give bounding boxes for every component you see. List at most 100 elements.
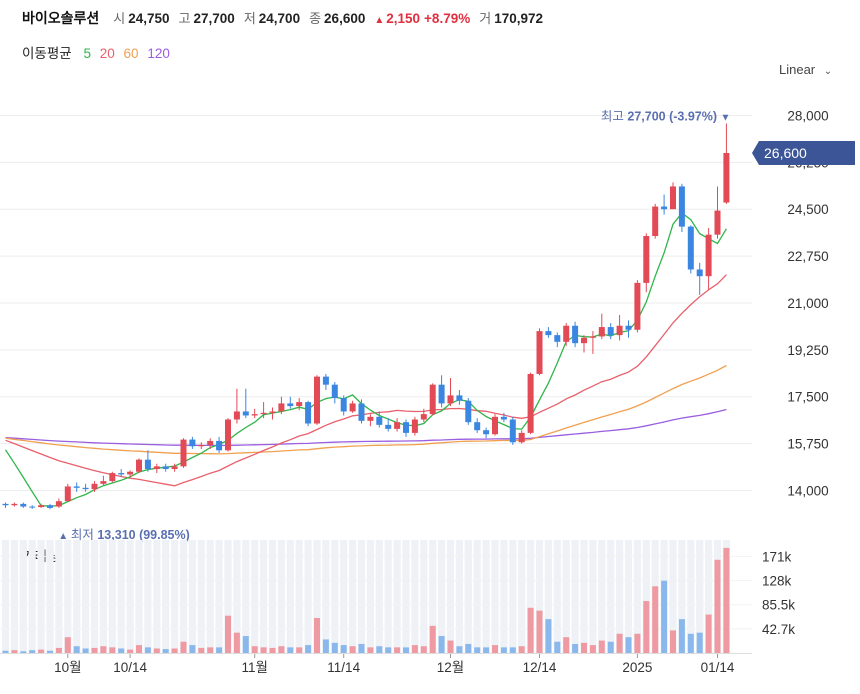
volume-bar[interactable] <box>696 632 703 653</box>
volume-bar[interactable] <box>376 646 383 653</box>
volume-bar[interactable] <box>438 636 445 653</box>
volume-bar[interactable] <box>403 647 409 653</box>
candle[interactable] <box>456 390 463 405</box>
candle[interactable] <box>216 436 223 453</box>
candle[interactable] <box>438 375 445 408</box>
candle[interactable] <box>198 442 205 449</box>
volume-bar[interactable] <box>598 640 605 653</box>
candle[interactable] <box>278 396 285 415</box>
volume-bar[interactable] <box>349 646 356 653</box>
ma-20-label[interactable]: 20 <box>99 46 115 61</box>
volume-bar[interactable] <box>233 632 240 653</box>
volume-bar[interactable] <box>2 650 9 653</box>
candle[interactable] <box>144 450 151 472</box>
candle[interactable] <box>109 471 116 483</box>
candle[interactable] <box>376 411 383 428</box>
candle[interactable] <box>634 280 641 333</box>
candle[interactable] <box>322 373 329 391</box>
volume-bar[interactable] <box>536 610 543 653</box>
volume-bar[interactable] <box>331 642 338 653</box>
volume-bar[interactable] <box>153 648 160 653</box>
volume-bar[interactable] <box>29 650 36 653</box>
volume-bar[interactable] <box>500 647 507 653</box>
volume-bar[interactable] <box>518 646 525 653</box>
volume-bar[interactable] <box>340 645 347 653</box>
candle[interactable] <box>233 388 240 424</box>
candle[interactable] <box>545 327 552 338</box>
candle[interactable] <box>403 419 409 437</box>
candle[interactable] <box>696 262 703 295</box>
candle[interactable] <box>162 463 169 472</box>
candle[interactable] <box>625 320 632 338</box>
volume-bar[interactable] <box>474 647 481 653</box>
candle[interactable] <box>367 414 374 427</box>
candle[interactable] <box>411 416 418 436</box>
volume-bar[interactable] <box>723 547 730 653</box>
volume-bar[interactable] <box>572 643 579 653</box>
volume-bar[interactable] <box>109 647 116 653</box>
candle[interactable] <box>64 483 71 502</box>
volume-bar[interactable] <box>670 630 676 653</box>
candle[interactable] <box>153 463 160 474</box>
volume-bar[interactable] <box>643 601 650 653</box>
volume-bar[interactable] <box>394 647 401 653</box>
ma-60-label[interactable]: 60 <box>123 46 139 61</box>
candle[interactable] <box>358 399 365 424</box>
volume-bar[interactable] <box>47 650 53 653</box>
volume-bar[interactable] <box>322 639 329 653</box>
candle[interactable] <box>2 502 9 508</box>
candle[interactable] <box>225 418 231 452</box>
volume-bar[interactable] <box>465 643 472 653</box>
volume-bar[interactable] <box>705 614 712 653</box>
volume-bar[interactable] <box>554 641 561 653</box>
candle[interactable] <box>296 398 303 411</box>
volume-bar[interactable] <box>545 619 552 653</box>
volume-bar[interactable] <box>483 647 490 653</box>
volume-bar[interactable] <box>118 648 125 653</box>
volume-bar[interactable] <box>136 645 142 653</box>
candle[interactable] <box>723 123 730 204</box>
volume-bar[interactable] <box>225 615 231 653</box>
volume-bar[interactable] <box>411 645 418 653</box>
candle[interactable] <box>260 402 267 419</box>
volume-bar[interactable] <box>242 636 249 653</box>
volume-bar[interactable] <box>251 646 258 653</box>
volume-bar[interactable] <box>563 637 570 653</box>
volume-bar[interactable] <box>589 645 596 653</box>
candle[interactable] <box>269 407 276 420</box>
candle[interactable] <box>29 505 36 509</box>
volume-bar[interactable] <box>509 647 516 653</box>
volume-bar[interactable] <box>73 646 80 653</box>
candle[interactable] <box>554 332 561 348</box>
candle[interactable] <box>385 418 392 432</box>
volume-bar[interactable] <box>385 647 392 653</box>
candle[interactable] <box>11 502 18 507</box>
candle[interactable] <box>171 463 178 472</box>
volume-bar[interactable] <box>314 617 320 653</box>
candle[interactable] <box>118 469 125 478</box>
volume-bar[interactable] <box>625 637 632 653</box>
volume-bar[interactable] <box>144 647 151 653</box>
volume-bar[interactable] <box>607 641 614 653</box>
candle[interactable] <box>340 395 347 416</box>
volume-bar[interactable] <box>269 647 276 653</box>
candle[interactable] <box>305 400 312 427</box>
candle[interactable] <box>572 321 579 348</box>
volume-bar[interactable] <box>11 650 18 653</box>
candle[interactable] <box>678 183 685 232</box>
volume-bar[interactable] <box>171 648 178 653</box>
candle[interactable] <box>100 475 107 486</box>
candle[interactable] <box>189 436 196 449</box>
volume-bar[interactable] <box>581 642 587 653</box>
volume-bar[interactable] <box>207 647 214 653</box>
candle[interactable] <box>331 381 338 404</box>
candle[interactable] <box>447 377 454 407</box>
volume-bar[interactable] <box>260 647 267 653</box>
candle[interactable] <box>180 438 187 468</box>
candle[interactable] <box>55 498 62 508</box>
volume-bar[interactable] <box>91 647 98 653</box>
volume-bar[interactable] <box>82 648 89 653</box>
volume-bar[interactable] <box>287 647 294 653</box>
volume-bar[interactable] <box>216 647 223 653</box>
